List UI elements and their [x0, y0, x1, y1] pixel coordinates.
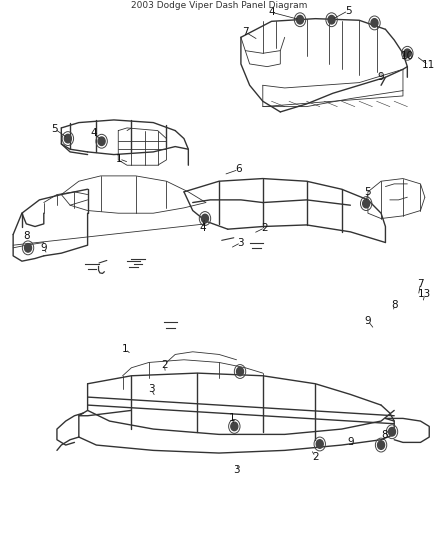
- Circle shape: [363, 199, 370, 208]
- Text: 5: 5: [345, 6, 352, 15]
- Text: 1: 1: [116, 154, 123, 164]
- Text: 2003 Dodge Viper Dash Panel Diagram: 2003 Dodge Viper Dash Panel Diagram: [131, 1, 307, 10]
- Text: 8: 8: [381, 431, 388, 440]
- Circle shape: [64, 134, 71, 143]
- Circle shape: [316, 440, 323, 448]
- Circle shape: [231, 422, 238, 431]
- Circle shape: [389, 427, 396, 436]
- Text: 13: 13: [418, 289, 431, 299]
- Text: 6: 6: [235, 165, 242, 174]
- Text: 8: 8: [23, 231, 30, 240]
- Text: 7: 7: [242, 27, 249, 37]
- Text: 1: 1: [229, 414, 236, 423]
- Text: 11: 11: [422, 60, 435, 70]
- Text: 3: 3: [148, 384, 155, 394]
- Text: 5: 5: [364, 187, 371, 197]
- Text: 9: 9: [378, 72, 385, 82]
- Text: 1: 1: [122, 344, 129, 354]
- Circle shape: [378, 441, 385, 449]
- Circle shape: [297, 15, 304, 24]
- Circle shape: [25, 244, 32, 252]
- Circle shape: [98, 137, 105, 146]
- Text: 8: 8: [391, 300, 398, 310]
- Text: 2: 2: [261, 223, 268, 232]
- Text: 10: 10: [401, 51, 414, 61]
- Text: 9: 9: [364, 316, 371, 326]
- Text: 7: 7: [417, 279, 424, 288]
- Text: 4: 4: [91, 128, 98, 138]
- Text: 9: 9: [40, 243, 47, 253]
- Text: 3: 3: [237, 238, 244, 247]
- Circle shape: [371, 19, 378, 27]
- Circle shape: [328, 15, 335, 24]
- Text: 4: 4: [268, 7, 275, 17]
- Text: 4: 4: [199, 223, 206, 233]
- Text: 2: 2: [161, 360, 168, 370]
- Circle shape: [201, 214, 208, 223]
- Circle shape: [404, 49, 411, 58]
- Circle shape: [237, 367, 244, 376]
- Text: 3: 3: [233, 465, 240, 475]
- Text: 5: 5: [51, 124, 58, 134]
- Text: 9: 9: [347, 438, 354, 447]
- Text: 2: 2: [312, 452, 319, 462]
